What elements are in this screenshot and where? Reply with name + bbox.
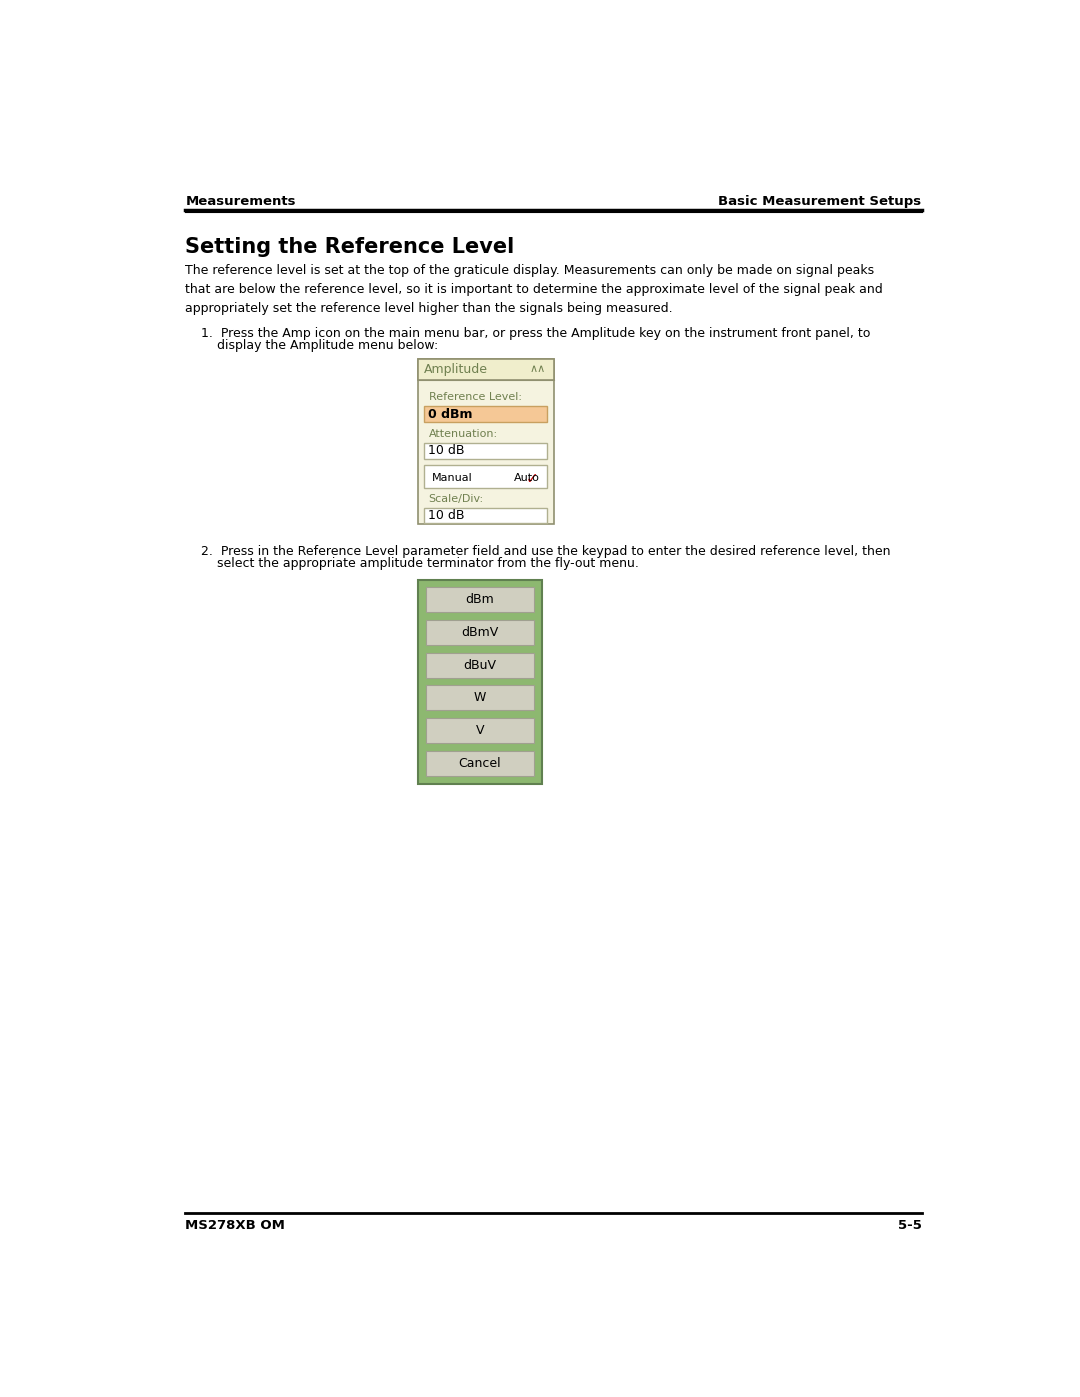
Text: 5-5: 5-5 — [897, 1218, 921, 1232]
FancyBboxPatch shape — [418, 580, 542, 784]
FancyBboxPatch shape — [426, 620, 535, 645]
Text: Auto: Auto — [514, 474, 540, 483]
Text: ∧∧: ∧∧ — [529, 365, 545, 374]
Text: 2.  Press in the Reference Level parameter field and use the keypad to enter the: 2. Press in the Reference Level paramete… — [201, 545, 890, 557]
Text: dBmV: dBmV — [461, 626, 499, 638]
Text: Setting the Reference Level: Setting the Reference Level — [186, 237, 515, 257]
FancyBboxPatch shape — [426, 752, 535, 775]
Text: display the Amplitude menu below:: display the Amplitude menu below: — [201, 338, 438, 352]
FancyBboxPatch shape — [426, 718, 535, 743]
FancyBboxPatch shape — [418, 359, 554, 380]
FancyBboxPatch shape — [426, 587, 535, 612]
FancyBboxPatch shape — [426, 686, 535, 711]
Text: Scale/Div:: Scale/Div: — [429, 495, 484, 504]
Text: select the appropriate amplitude terminator from the fly-out menu.: select the appropriate amplitude termina… — [201, 557, 638, 570]
FancyBboxPatch shape — [418, 359, 554, 524]
Text: The reference level is set at the top of the graticule display. Measurements can: The reference level is set at the top of… — [186, 264, 883, 314]
Text: 0 dBm: 0 dBm — [428, 408, 472, 420]
FancyBboxPatch shape — [424, 443, 548, 458]
Text: 10 dB: 10 dB — [428, 444, 464, 457]
Text: Reference Level:: Reference Level: — [429, 393, 522, 402]
Text: dBm: dBm — [465, 594, 495, 606]
FancyBboxPatch shape — [424, 509, 548, 524]
Text: MS278XB OM: MS278XB OM — [186, 1218, 285, 1232]
Text: 1.  Press the Amp icon on the main menu bar, or press the Amplitude key on the i: 1. Press the Amp icon on the main menu b… — [201, 327, 870, 339]
FancyBboxPatch shape — [424, 465, 548, 488]
Text: Manual: Manual — [432, 474, 473, 483]
Text: W: W — [474, 692, 486, 704]
Text: V: V — [475, 724, 484, 738]
FancyBboxPatch shape — [424, 407, 548, 422]
Text: ✓: ✓ — [526, 471, 538, 486]
Text: dBuV: dBuV — [463, 659, 497, 672]
Text: 10 dB: 10 dB — [428, 509, 464, 522]
Text: Cancel: Cancel — [459, 757, 501, 770]
Text: Attenuation:: Attenuation: — [429, 429, 498, 440]
FancyBboxPatch shape — [426, 652, 535, 678]
Text: Measurements: Measurements — [186, 194, 296, 208]
Text: Basic Measurement Setups: Basic Measurement Setups — [718, 194, 921, 208]
Text: Amplitude: Amplitude — [424, 363, 488, 376]
